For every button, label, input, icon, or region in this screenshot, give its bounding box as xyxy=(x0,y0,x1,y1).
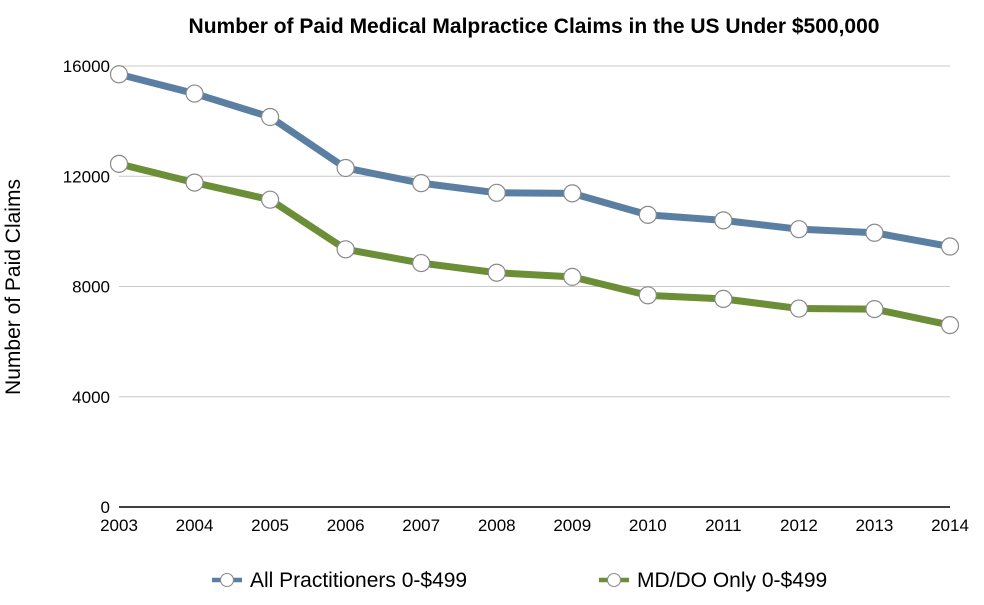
data-point xyxy=(336,240,355,259)
data-point xyxy=(714,289,733,309)
data-point xyxy=(865,223,884,242)
x-tick-label: 2007 xyxy=(402,516,440,535)
data-point xyxy=(185,173,204,192)
x-tick-label: 2004 xyxy=(176,516,214,535)
legend-item: All Practitioners 0-$499 xyxy=(212,569,467,592)
y-tick-label: 12000 xyxy=(63,167,110,186)
data-point xyxy=(109,65,129,84)
x-tick-label: 2012 xyxy=(780,516,818,535)
data-point xyxy=(789,220,809,239)
x-tick-label: 2014 xyxy=(931,516,969,535)
data-point xyxy=(260,190,280,209)
legend-swatch-marker xyxy=(606,572,622,588)
x-tick-label: 2013 xyxy=(856,516,894,535)
axes: 0 4000 8000 12000 16000 2003 2004 2005 2006 2007 2… xyxy=(63,57,969,535)
x-tick-label: 2011 xyxy=(705,516,742,535)
data-point xyxy=(185,84,204,103)
data-point xyxy=(109,154,129,173)
x-tick-label: 2005 xyxy=(251,516,289,535)
data-point xyxy=(412,253,431,273)
y-axis-label: Number of Paid Claims xyxy=(2,179,25,395)
data-point xyxy=(487,183,506,202)
series-lines xyxy=(109,65,960,335)
series-line xyxy=(115,160,954,329)
data-point xyxy=(412,174,431,193)
data-point xyxy=(940,315,960,335)
data-point xyxy=(563,184,582,203)
x-tick-label: 2008 xyxy=(478,516,516,535)
legend-label: All Practitioners 0-$499 xyxy=(250,569,467,592)
y-tick-label: 8000 xyxy=(72,278,110,297)
x-tick-label: 2010 xyxy=(629,516,667,535)
x-tick-label: 2003 xyxy=(100,516,138,535)
chart-title: Number of Paid Medical Malpractice Claim… xyxy=(189,15,880,38)
data-point xyxy=(563,267,582,286)
gridlines xyxy=(119,65,950,398)
data-point xyxy=(638,205,657,224)
data-point xyxy=(865,300,884,319)
y-tick-label: 4000 xyxy=(72,388,110,407)
legend-swatch-marker xyxy=(219,572,235,588)
data-point xyxy=(714,211,733,230)
data-point xyxy=(940,237,960,256)
legend-label: MD/DO Only 0-$499 xyxy=(637,569,827,592)
data-point xyxy=(336,158,355,178)
x-tick-label: 2009 xyxy=(553,516,591,535)
data-point xyxy=(789,299,809,318)
legend: All Practitioners 0-$499 MD/DO Only 0-$49… xyxy=(212,569,827,592)
series-1 xyxy=(109,154,960,335)
y-tick-label: 16000 xyxy=(63,57,110,76)
y-tick-label: 0 xyxy=(101,498,110,517)
legend-item: MD/DO Only 0-$499 xyxy=(599,569,827,592)
series-line xyxy=(115,70,954,251)
x-tick-label: 2006 xyxy=(327,516,365,535)
data-point xyxy=(260,107,280,127)
data-point xyxy=(638,286,657,305)
data-point xyxy=(487,263,506,282)
series-0 xyxy=(109,65,960,256)
